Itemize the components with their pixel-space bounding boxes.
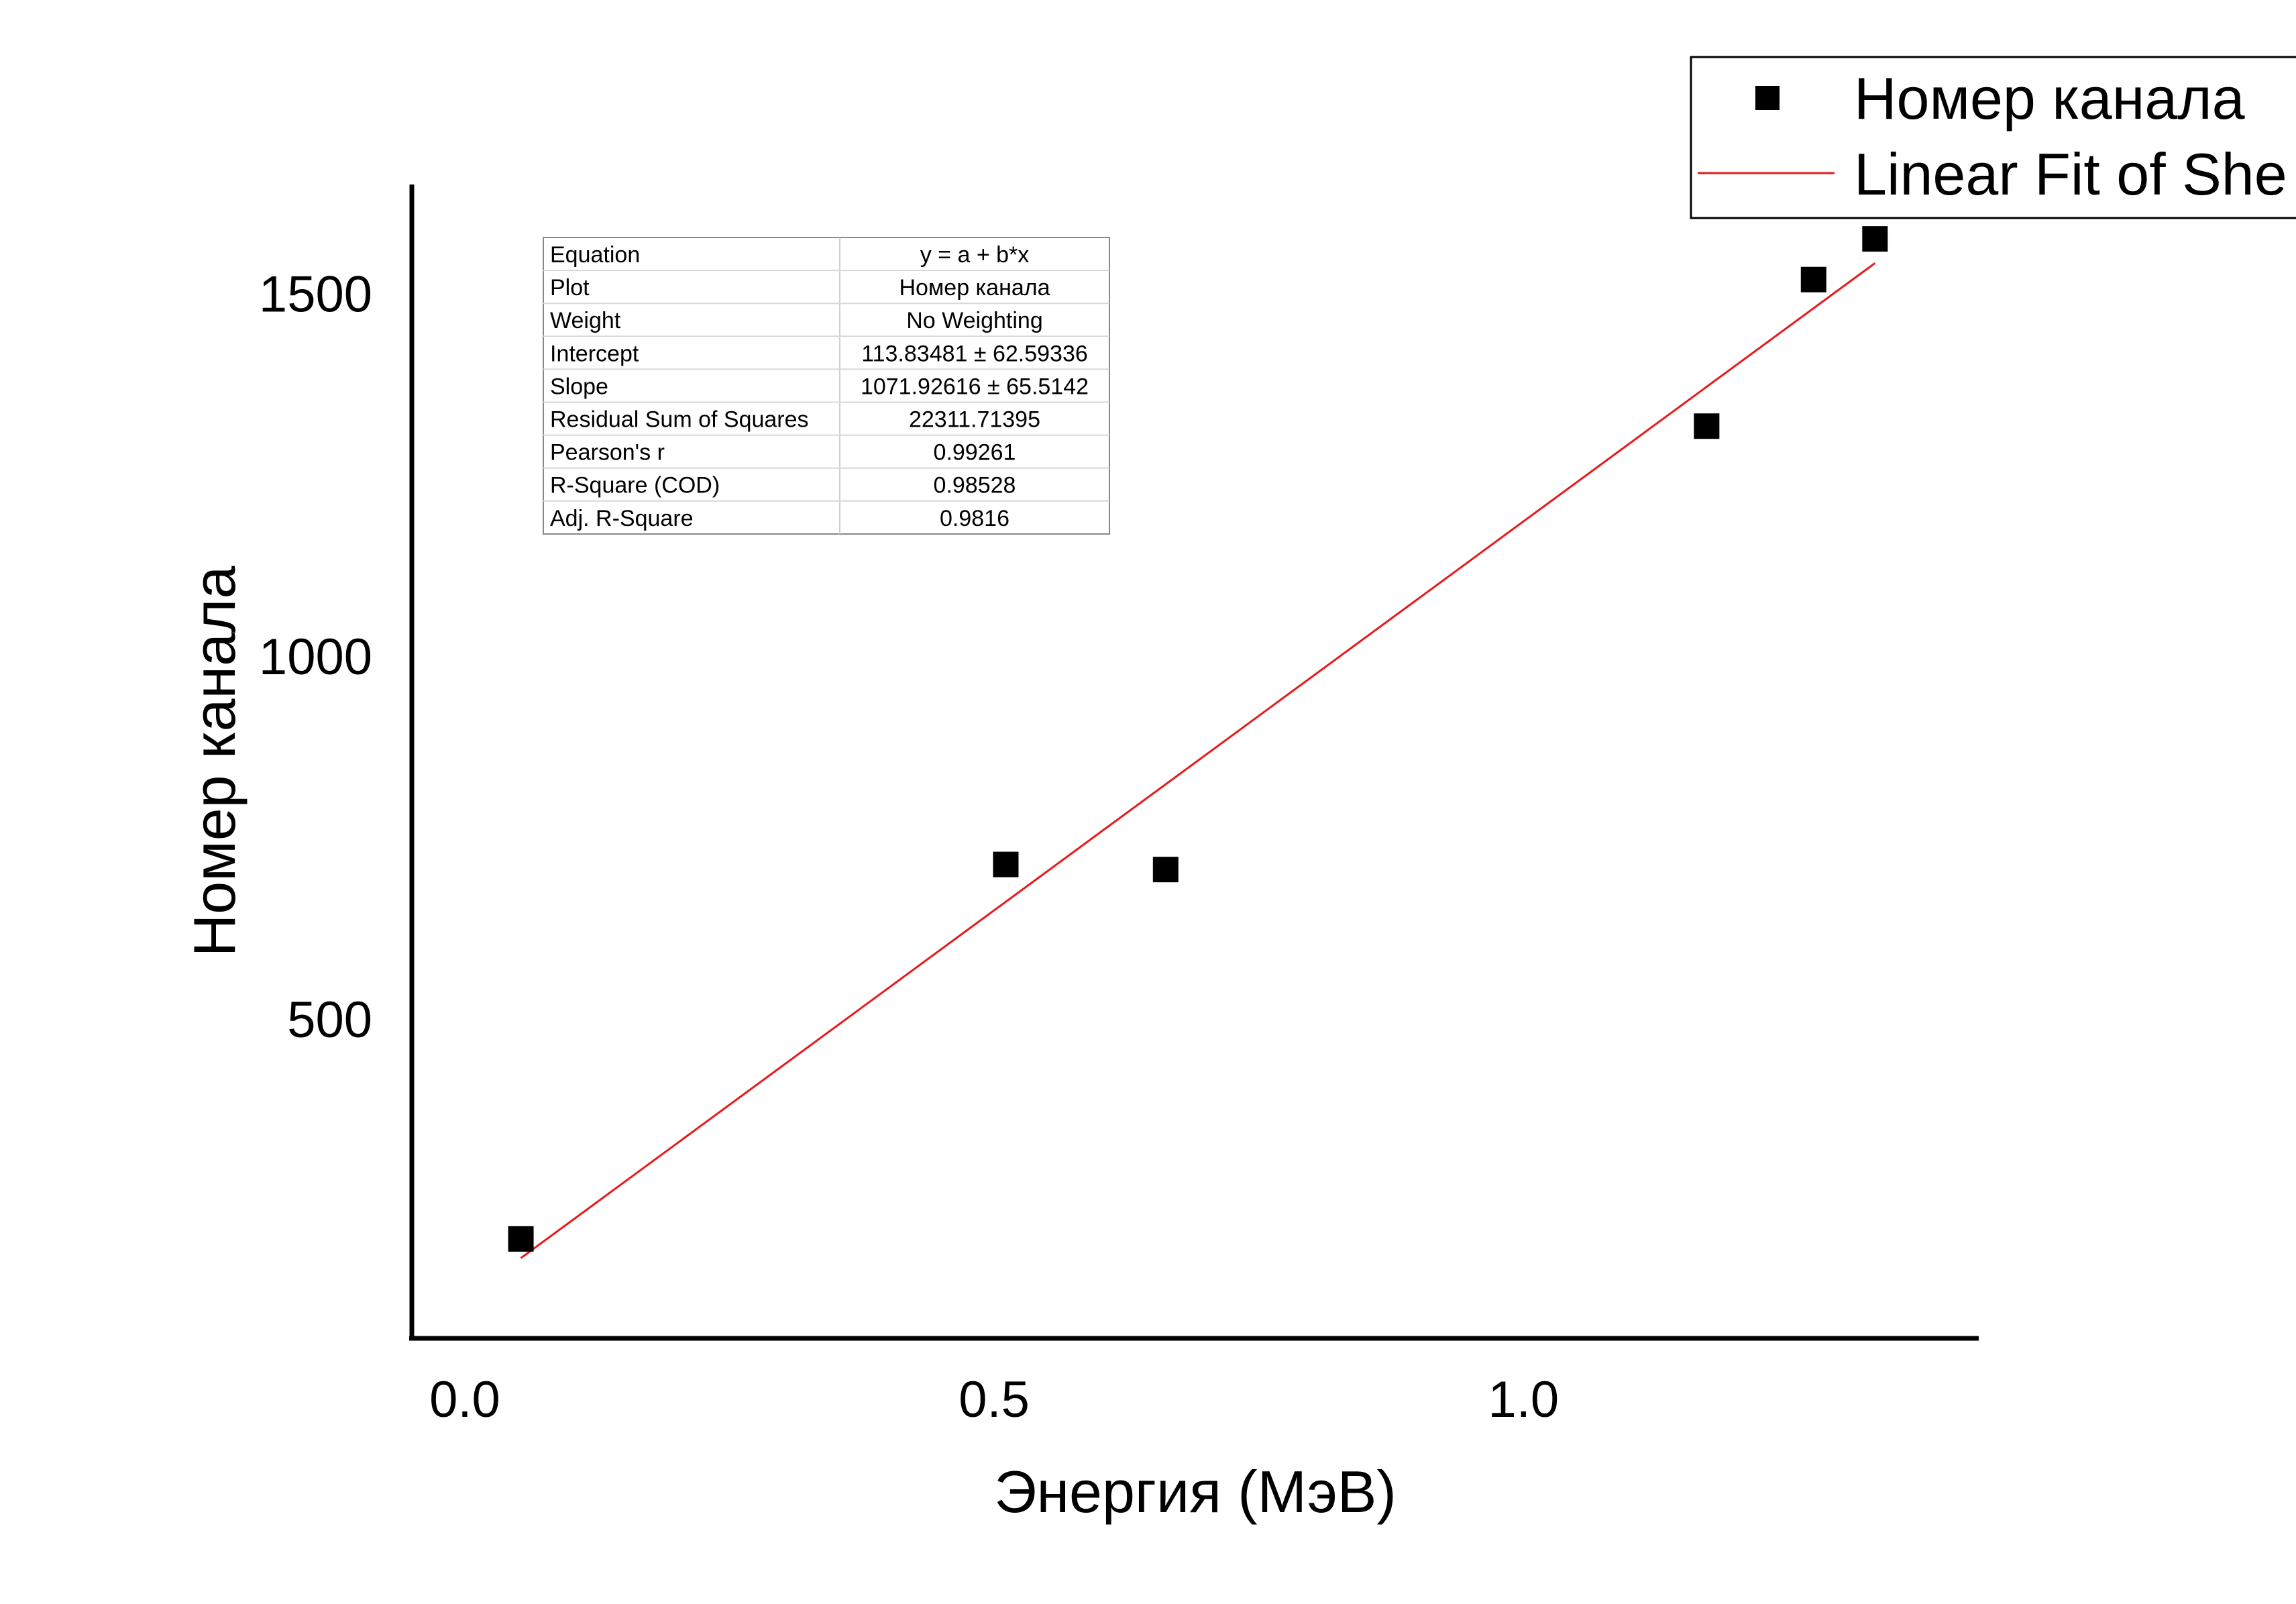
fit-line-layer xyxy=(520,262,1876,1259)
x-tick-label: 0.5 xyxy=(959,1371,1030,1428)
fit-line xyxy=(520,262,1876,1259)
data-point xyxy=(993,851,1019,877)
data-point xyxy=(1800,266,1826,292)
data-point xyxy=(1694,413,1720,439)
x-tick-label: 1.0 xyxy=(1488,1371,1559,1428)
fit-table-value: 0.99261 xyxy=(934,440,1016,466)
legend-box xyxy=(1690,56,2296,219)
axes xyxy=(409,184,1979,1341)
fit-table-rows: Equation y = a + b*x Plot Номер канала Weigh… xyxy=(543,242,1109,531)
fit-table-label: Adj. R-Square xyxy=(550,506,694,531)
fit-table-value: No Weighting xyxy=(906,308,1043,333)
x-tick-label: 0.0 xyxy=(429,1371,500,1428)
legend-label-fit: Linear Fit of She xyxy=(1854,141,2287,207)
fit-table-label: Equation xyxy=(550,242,640,268)
x-axis-title: Энергия (МэВ) xyxy=(994,1458,1397,1525)
fit-table-value: 22311.71395 xyxy=(909,407,1040,433)
y-axis-title: Номер канала xyxy=(181,566,248,957)
fit-table-label: Plot xyxy=(550,275,590,301)
fit-statistics-table: Equation y = a + b*x Plot Номер канала Weigh… xyxy=(543,237,1110,535)
fit-table-value: 0.98528 xyxy=(934,473,1016,498)
y-tick-label: 500 xyxy=(287,992,372,1049)
data-point xyxy=(1862,226,1888,252)
legend-label-points: Номер канала xyxy=(1854,65,2245,131)
data-point xyxy=(1152,857,1179,883)
y-tick-label: 1500 xyxy=(259,266,372,323)
fit-table-value: Номер канала xyxy=(899,275,1050,301)
fit-table-value: 0.9816 xyxy=(940,506,1009,531)
y-tick-labels: 500 1000 1500 xyxy=(259,266,372,1049)
fit-table-label: R-Square (COD) xyxy=(550,473,720,498)
data-points-layer xyxy=(508,226,1888,1252)
legend: Номер канала Linear Fit of She xyxy=(1690,56,2296,219)
x-tick-labels: 0.0 0.5 1.0 xyxy=(429,1371,1559,1428)
fit-table-label: Residual Sum of Squares xyxy=(550,407,809,433)
fit-table-border xyxy=(543,237,1110,535)
fit-table-label: Slope xyxy=(550,374,608,399)
fit-table-value: y = a + b*x xyxy=(920,242,1030,268)
fit-table-value: 1071.92616 ± 65.5142 xyxy=(861,374,1089,399)
fit-table-label: Pearson's r xyxy=(550,440,665,466)
fit-table-label: Weight xyxy=(550,308,621,333)
data-point xyxy=(508,1226,534,1252)
fit-table-label: Intercept xyxy=(550,341,639,366)
legend-marker-square-icon xyxy=(1755,86,1780,110)
y-tick-label: 1000 xyxy=(259,629,372,686)
fit-table-value: 113.83481 ± 62.59336 xyxy=(861,341,1088,366)
